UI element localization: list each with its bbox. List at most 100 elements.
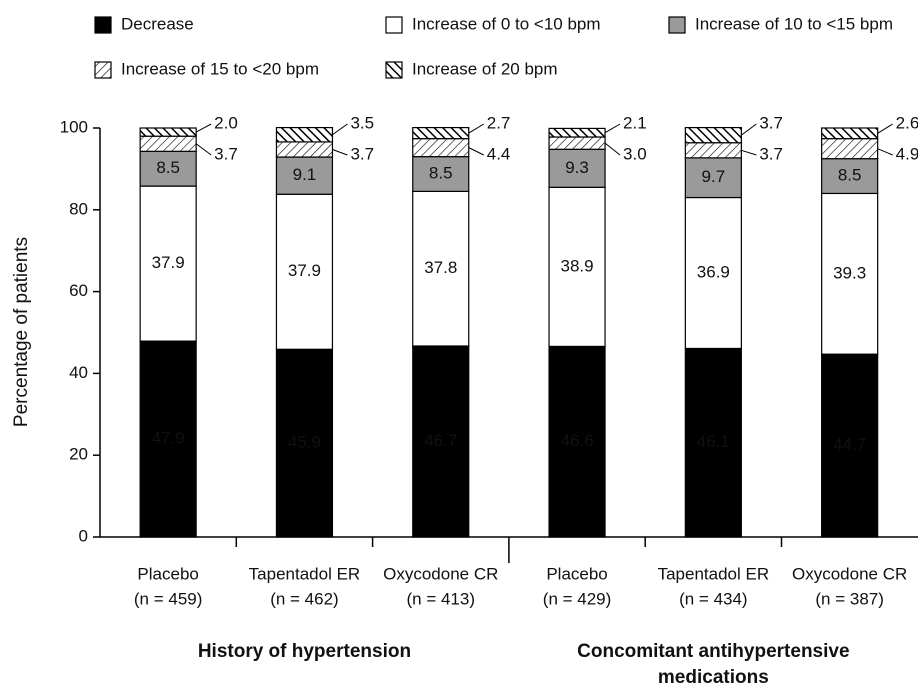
bar-segment (548, 345, 606, 538)
bar-segment (412, 345, 470, 538)
leader-line (877, 148, 893, 156)
leader-line (332, 123, 348, 136)
y-tick-label: 40 (69, 363, 88, 382)
bar-segment (821, 127, 879, 140)
value-label: 39.3 (833, 263, 866, 282)
leader-line (468, 123, 485, 134)
bar-segment (139, 135, 197, 152)
value-label: 46.1 (697, 432, 730, 451)
x-tick-label: Oxycodone CR (792, 564, 907, 583)
leader-line (741, 123, 757, 136)
bar-segment (139, 185, 197, 342)
x-tick-label: (n = 387) (815, 589, 884, 608)
bar-segment (684, 347, 742, 538)
bar-segment (548, 148, 606, 188)
bar-segment (412, 190, 470, 347)
bar-segment (275, 348, 334, 538)
value-label: 3.7 (214, 144, 238, 163)
legend-swatch (94, 16, 112, 34)
x-tick-label: Tapentadol ER (249, 564, 361, 583)
value-label: 3.7 (350, 144, 374, 163)
value-label: 4.4 (487, 144, 511, 163)
group-label: Concomitant antihypertensive (577, 641, 849, 662)
bar-segment (139, 127, 197, 137)
bar-segment (139, 340, 197, 538)
value-label: 8.5 (429, 163, 453, 182)
bar-segment (821, 353, 879, 538)
bar-segment (684, 196, 742, 350)
value-label: 2.1 (623, 113, 647, 132)
legend-swatch (385, 16, 403, 34)
value-label: 3.7 (759, 144, 783, 163)
value-label: 2.6 (896, 113, 918, 132)
value-label: 36.9 (697, 262, 730, 281)
leader-line (195, 143, 212, 156)
value-label: 44.7 (833, 435, 866, 454)
value-label: 9.1 (293, 165, 317, 184)
bar-segment (412, 138, 470, 158)
leader-line (195, 123, 212, 133)
legend-swatch (668, 16, 686, 34)
bar-segment (821, 192, 879, 355)
leader-line (604, 142, 621, 156)
bar-segment (821, 138, 879, 160)
value-label: 2.7 (487, 113, 511, 132)
x-tick-label: Placebo (546, 564, 607, 583)
legend-swatch (94, 61, 112, 79)
bar-segment (684, 126, 742, 144)
bar-segment (275, 126, 334, 143)
x-tick-label: (n = 434) (679, 589, 748, 608)
value-label: 9.7 (702, 167, 726, 186)
bar-segment (548, 136, 606, 150)
value-label: 2.0 (214, 113, 238, 132)
value-label: 47.9 (152, 429, 185, 448)
legend-label: Increase of 20 bpm (412, 59, 558, 78)
bar-segment (684, 142, 742, 159)
bar-segment (275, 141, 334, 158)
value-label: 37.9 (288, 261, 321, 280)
y-tick-label: 20 (69, 445, 88, 464)
x-tick-label: (n = 413) (406, 589, 475, 608)
x-tick-label: (n = 462) (270, 589, 339, 608)
y-tick-label: 60 (69, 281, 88, 300)
value-label: 45.9 (288, 433, 321, 452)
value-label: 8.5 (156, 158, 180, 177)
value-label: 4.9 (896, 144, 918, 163)
value-label: 37.9 (152, 253, 185, 272)
leader-line (741, 149, 757, 156)
bar-segment (275, 193, 334, 350)
value-label: 46.7 (424, 431, 457, 450)
leader-line (332, 149, 348, 156)
y-tick-label: 100 (60, 117, 88, 136)
legend-label: Increase of 10 to <15 bpm (695, 14, 893, 33)
legend-label: Increase of 15 to <20 bpm (121, 59, 319, 78)
x-tick-label: (n = 459) (134, 589, 203, 608)
value-label: 8.5 (838, 166, 862, 185)
value-label: 9.3 (565, 158, 589, 177)
value-label: 3.7 (759, 113, 783, 132)
legend-label: Increase of 0 to <10 bpm (412, 14, 601, 33)
value-label: 3.5 (350, 113, 374, 132)
y-tick-label: 80 (69, 199, 88, 218)
bar-segment (684, 157, 742, 199)
y-tick-label: 0 (79, 526, 88, 545)
bar-segment (412, 126, 470, 140)
value-label: 46.6 (561, 431, 594, 450)
bar-segment (275, 156, 334, 195)
value-label: 38.9 (561, 256, 594, 275)
legend-swatch (385, 61, 403, 79)
group-label: medications (658, 667, 769, 687)
leader-line (468, 147, 484, 156)
y-axis-label: Percentage of patients (11, 237, 32, 427)
legend-label: Decrease (121, 14, 194, 33)
value-label: 37.8 (424, 258, 457, 277)
bar-segment (548, 127, 606, 138)
bar-segment (412, 156, 470, 192)
x-tick-label: (n = 429) (543, 589, 612, 608)
x-tick-label: Oxycodone CR (383, 564, 498, 583)
group-label: History of hypertension (198, 641, 411, 662)
x-tick-label: Tapentadol ER (658, 564, 770, 583)
value-label: 3.0 (623, 144, 647, 163)
bar-segment (139, 150, 197, 187)
leader-line (877, 123, 893, 134)
